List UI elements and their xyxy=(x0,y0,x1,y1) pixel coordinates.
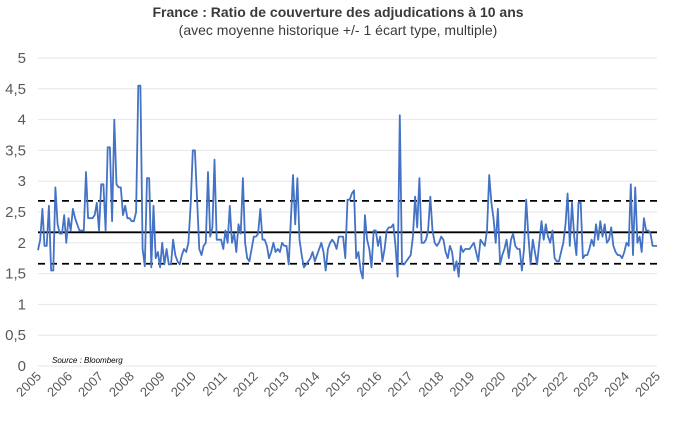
x-tick-label: 2011 xyxy=(199,369,229,399)
reference-lines xyxy=(38,200,657,265)
y-tick-label: 0,5 xyxy=(5,327,26,344)
x-tick-label: 2020 xyxy=(477,369,508,400)
y-tick-label: 3 xyxy=(18,173,26,190)
y-tick-label: 5 xyxy=(18,50,26,67)
y-axis: 0 0,5 1 1,5 2 2,5 3 3,5 4 4,5 5 xyxy=(5,50,26,375)
x-tick-label: 2023 xyxy=(570,369,601,400)
x-tick-label: 2015 xyxy=(323,369,354,400)
y-tick-label: 2,5 xyxy=(5,204,26,221)
x-tick-label: 2010 xyxy=(168,369,199,400)
series-line xyxy=(37,84,657,280)
x-tick-label: 2022 xyxy=(539,369,570,400)
x-tick-label: 2008 xyxy=(106,369,137,400)
chart-subtitle: (avec moyenne historique +/- 1 écart typ… xyxy=(178,22,498,38)
x-tick-label: 2017 xyxy=(384,369,415,400)
x-tick-label: 2013 xyxy=(261,369,292,400)
x-tick-label: 2019 xyxy=(446,369,477,400)
x-axis: 2005 2006 2007 2008 2009 2010 2011 2012 2013 2014… xyxy=(13,369,663,400)
source-note: Source : Bloomberg xyxy=(52,356,123,365)
x-tick-label: 2014 xyxy=(292,369,323,400)
y-tick-label: 4 xyxy=(18,112,26,129)
x-tick-label: 2024 xyxy=(601,369,632,400)
x-tick-label: 2025 xyxy=(632,369,663,400)
y-tick-label: 3,5 xyxy=(5,142,26,159)
x-tick-label: 2007 xyxy=(75,369,106,400)
y-tick-label: 4,5 xyxy=(5,81,26,98)
y-tick-label: 1,5 xyxy=(5,266,26,283)
x-tick-label: 2016 xyxy=(354,369,385,400)
y-tick-label: 0 xyxy=(18,358,26,375)
chart-title: France : Ratio de couverture des adjudic… xyxy=(152,4,524,20)
y-tick-label: 2 xyxy=(18,235,26,252)
x-tick-label: 2012 xyxy=(230,369,261,400)
x-tick-label: 2021 xyxy=(508,369,539,400)
x-tick-label: 2009 xyxy=(137,369,168,400)
y-tick-label: 1 xyxy=(18,296,26,313)
x-tick-label: 2006 xyxy=(44,369,75,400)
x-tick-label: 2018 xyxy=(415,369,446,400)
